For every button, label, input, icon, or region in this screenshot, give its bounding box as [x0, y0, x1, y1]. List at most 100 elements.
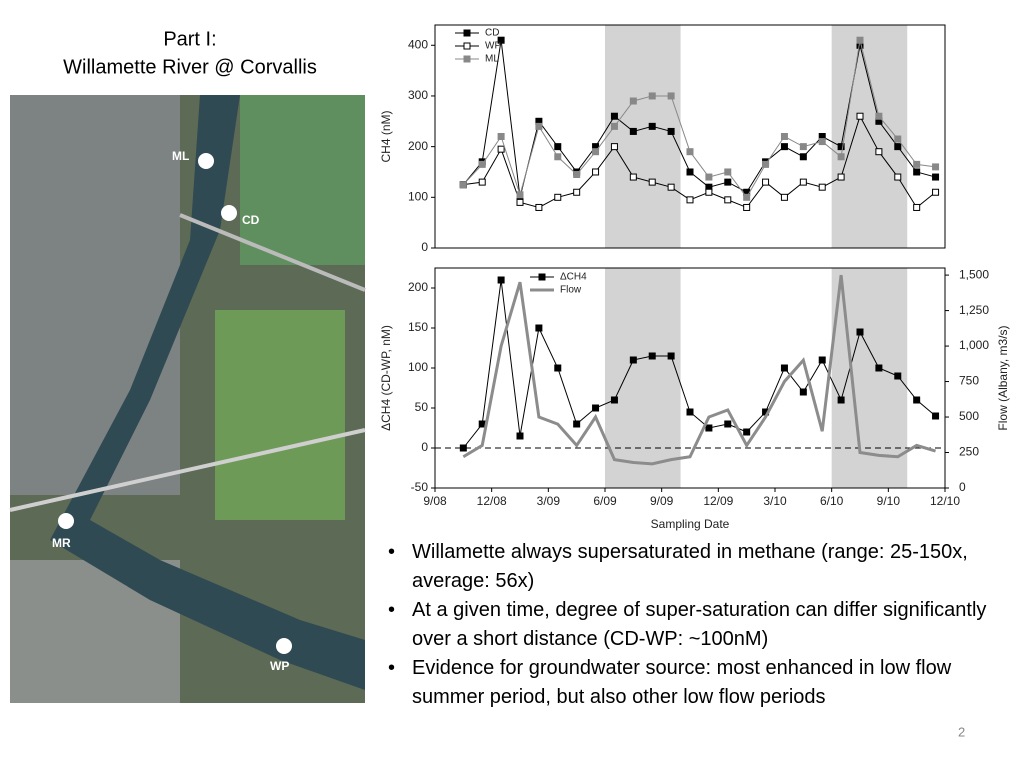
data-point [856, 112, 864, 120]
data-point [818, 356, 826, 364]
data-point [554, 143, 562, 151]
data-point [762, 160, 770, 168]
y2-tick-label: 750 [959, 374, 979, 388]
y-axis-label: CH4 (nM) [379, 110, 393, 162]
x-tick-label: 12/09 [703, 494, 733, 508]
x-tick-label: 3/10 [763, 494, 787, 508]
map-label: WP [270, 659, 289, 673]
title-line: Part I: [163, 28, 216, 50]
x-tick-label: 9/09 [650, 494, 674, 508]
data-point [686, 196, 694, 204]
y-tick-label: 400 [408, 37, 428, 51]
data-point [610, 396, 618, 404]
data-point [818, 138, 826, 146]
data-point [497, 145, 505, 153]
data-point [667, 92, 675, 100]
series-line [462, 274, 936, 466]
legend-marker [463, 55, 471, 63]
plot-frame [434, 267, 946, 489]
y-tick-label: 100 [408, 360, 428, 374]
data-point [554, 193, 562, 201]
data-point [743, 203, 751, 211]
legend-label: WP [485, 41, 501, 52]
data-point [629, 97, 637, 105]
data-point [837, 396, 845, 404]
data-point [686, 168, 694, 176]
x-tick-label: 3/09 [537, 494, 561, 508]
y2-tick-label: 1,250 [959, 303, 989, 317]
data-point [648, 92, 656, 100]
data-point [610, 143, 618, 151]
data-point [497, 133, 505, 140]
data-point [592, 168, 600, 176]
data-point [799, 178, 807, 186]
data-point [686, 148, 694, 156]
aerial-photo [9, 95, 366, 703]
bullet-text: Willamette always supersaturated in meth… [412, 541, 968, 592]
y-tick-label: 0 [421, 440, 428, 454]
data-point [932, 412, 940, 420]
data-point [478, 420, 486, 428]
y2-tick-label: 1,500 [959, 267, 989, 281]
data-point [856, 328, 864, 336]
data-point [932, 173, 940, 181]
data-point [913, 203, 921, 211]
data-point [629, 173, 637, 181]
series-line [462, 40, 936, 199]
y-tick-label: 0 [421, 240, 428, 254]
data-point [686, 408, 694, 416]
data-point [799, 143, 807, 151]
data-point [478, 160, 486, 168]
data-point [799, 153, 807, 161]
plot-frame [434, 24, 946, 249]
y-tick-label: 200 [408, 139, 428, 153]
data-point [705, 173, 713, 181]
data-point [743, 193, 751, 201]
data-point [478, 178, 486, 186]
data-point [932, 188, 940, 196]
shaded-period [605, 268, 681, 488]
y2-tick-label: 1,000 [959, 338, 989, 352]
data-point [780, 364, 788, 372]
data-point [497, 36, 505, 44]
data-point [648, 352, 656, 360]
data-point [818, 183, 826, 191]
title-line: Willamette River @ Corvallis [63, 56, 317, 78]
data-point [894, 173, 902, 181]
x-tick-label: 6/09 [593, 494, 617, 508]
y2-tick-label: 500 [959, 409, 979, 423]
data-point [762, 178, 770, 186]
data-point [459, 444, 467, 452]
y-tick-label: 150 [408, 320, 428, 334]
legend-label: ΔCH4 [560, 272, 587, 283]
data-point [497, 276, 505, 284]
data-point [535, 324, 543, 332]
data-point [667, 352, 675, 360]
y2-tick-label: 250 [959, 445, 979, 459]
data-point [913, 168, 921, 176]
legend-marker [463, 42, 471, 50]
data-point [894, 135, 902, 143]
data-point [724, 168, 732, 176]
data-point [875, 112, 883, 120]
data-point [459, 181, 467, 189]
legend-marker [538, 273, 546, 281]
legend-label: Flow [560, 285, 582, 296]
data-point [554, 153, 562, 161]
data-point [780, 193, 788, 201]
y-tick-label: -50 [411, 480, 429, 494]
data-point [516, 432, 524, 440]
data-point [554, 364, 562, 372]
legend-label: ML [485, 54, 499, 65]
data-point [894, 372, 902, 380]
x-tick-label: 12/08 [477, 494, 507, 508]
data-point [837, 153, 845, 161]
data-point [875, 148, 883, 156]
data-point [573, 420, 581, 428]
data-point [856, 36, 864, 44]
x-tick-label: 9/10 [877, 494, 901, 508]
y-tick-label: 200 [408, 280, 428, 294]
data-point [875, 364, 883, 372]
data-point [743, 428, 751, 436]
